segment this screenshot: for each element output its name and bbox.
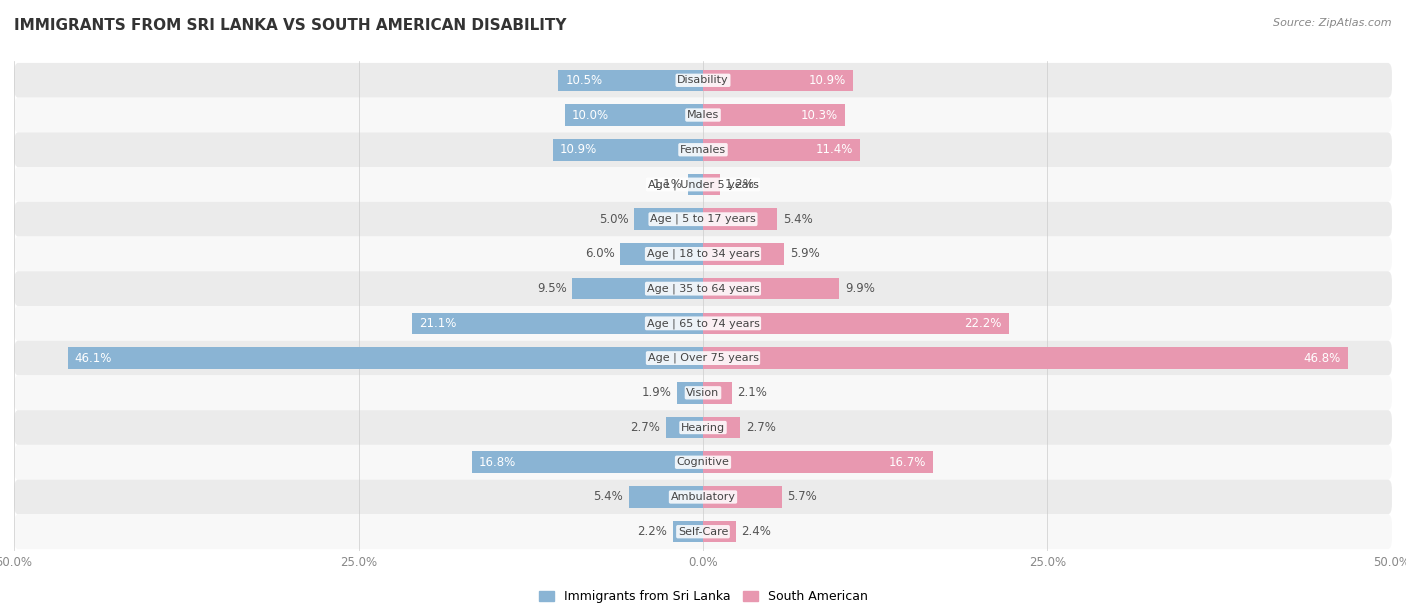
Bar [672,521,703,542]
FancyBboxPatch shape [14,271,1392,306]
Text: IMMIGRANTS FROM SRI LANKA VS SOUTH AMERICAN DISABILITY: IMMIGRANTS FROM SRI LANKA VS SOUTH AMERI… [14,18,567,34]
Bar [703,243,785,264]
Bar [558,70,703,91]
Text: 2.7%: 2.7% [630,421,661,434]
Text: 2.4%: 2.4% [741,525,772,538]
Bar [572,278,703,299]
FancyBboxPatch shape [14,480,1392,514]
Legend: Immigrants from Sri Lanka, South American: Immigrants from Sri Lanka, South America… [533,585,873,608]
Bar [703,139,860,160]
Bar [703,521,737,542]
Text: Age | 18 to 34 years: Age | 18 to 34 years [647,248,759,259]
FancyBboxPatch shape [14,132,1392,167]
Bar [666,417,703,438]
Text: 10.9%: 10.9% [808,74,846,87]
Text: Vision: Vision [686,388,720,398]
Text: 10.5%: 10.5% [565,74,602,87]
Text: 46.1%: 46.1% [75,351,112,365]
Bar [703,70,853,91]
Text: 46.8%: 46.8% [1303,351,1341,365]
Text: Age | 5 to 17 years: Age | 5 to 17 years [650,214,756,225]
Text: Self-Care: Self-Care [678,527,728,537]
Text: 1.9%: 1.9% [641,386,671,399]
Text: Age | Over 75 years: Age | Over 75 years [648,353,758,364]
Bar [703,382,733,403]
Bar [703,104,845,126]
Text: 2.1%: 2.1% [738,386,768,399]
FancyBboxPatch shape [14,63,1392,98]
Text: 5.7%: 5.7% [787,490,817,504]
FancyBboxPatch shape [14,306,1392,341]
Bar [628,486,703,508]
Text: Hearing: Hearing [681,422,725,433]
Text: 10.0%: 10.0% [572,108,609,122]
Bar [703,452,934,473]
Text: 10.3%: 10.3% [801,108,838,122]
Bar [703,348,1348,369]
FancyBboxPatch shape [14,98,1392,132]
Text: Age | 65 to 74 years: Age | 65 to 74 years [647,318,759,329]
Text: 5.0%: 5.0% [599,213,628,226]
Bar [565,104,703,126]
Text: Disability: Disability [678,75,728,85]
Bar [620,243,703,264]
Text: 5.4%: 5.4% [593,490,623,504]
Text: 9.9%: 9.9% [845,282,875,295]
Text: 16.8%: 16.8% [478,456,516,469]
Text: 6.0%: 6.0% [585,247,614,261]
Bar [634,209,703,230]
Bar [412,313,703,334]
Bar [703,174,720,195]
Text: 10.9%: 10.9% [560,143,598,156]
Text: 2.7%: 2.7% [745,421,776,434]
Bar [703,417,740,438]
Text: 1.2%: 1.2% [725,178,755,191]
Text: Females: Females [681,145,725,155]
Text: 9.5%: 9.5% [537,282,567,295]
FancyBboxPatch shape [14,445,1392,480]
Text: 5.4%: 5.4% [783,213,813,226]
Bar [688,174,703,195]
Bar [67,348,703,369]
Text: Age | 35 to 64 years: Age | 35 to 64 years [647,283,759,294]
Text: 2.2%: 2.2% [637,525,668,538]
Text: 11.4%: 11.4% [815,143,853,156]
Text: 5.9%: 5.9% [790,247,820,261]
FancyBboxPatch shape [14,341,1392,375]
FancyBboxPatch shape [14,375,1392,410]
FancyBboxPatch shape [14,237,1392,271]
Bar [703,313,1010,334]
Text: Age | Under 5 years: Age | Under 5 years [648,179,758,190]
Text: Source: ZipAtlas.com: Source: ZipAtlas.com [1274,18,1392,28]
FancyBboxPatch shape [14,202,1392,237]
Bar [703,486,782,508]
Bar [703,278,839,299]
FancyBboxPatch shape [14,514,1392,549]
Bar [703,209,778,230]
Text: 1.1%: 1.1% [652,178,682,191]
Text: Cognitive: Cognitive [676,457,730,467]
FancyBboxPatch shape [14,410,1392,445]
Text: 22.2%: 22.2% [965,317,1002,330]
Bar [676,382,703,403]
Text: 21.1%: 21.1% [419,317,457,330]
Bar [553,139,703,160]
Bar [471,452,703,473]
Text: Ambulatory: Ambulatory [671,492,735,502]
FancyBboxPatch shape [14,167,1392,202]
Text: Males: Males [688,110,718,120]
Text: 16.7%: 16.7% [889,456,927,469]
